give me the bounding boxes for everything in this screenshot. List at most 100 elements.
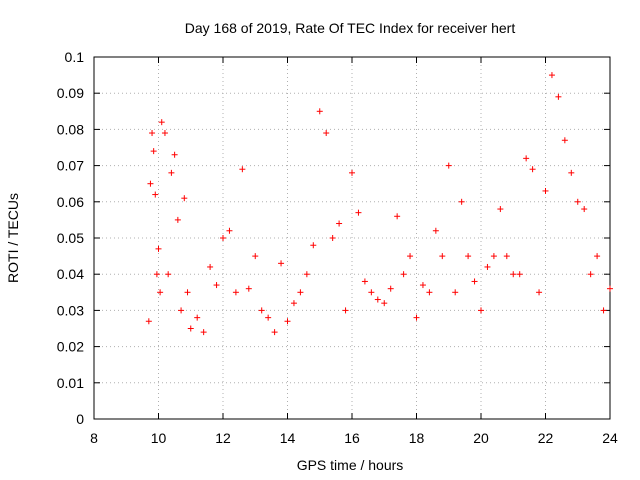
x-tick-label: 24 bbox=[602, 430, 618, 446]
x-tick-label: 8 bbox=[90, 430, 98, 446]
data-point-marker bbox=[407, 253, 414, 260]
data-point-marker bbox=[329, 235, 336, 241]
data-point-marker bbox=[220, 235, 226, 241]
x-tick-label: 16 bbox=[344, 430, 360, 446]
data-point-marker bbox=[400, 271, 407, 278]
data-point-marker bbox=[178, 307, 185, 314]
data-point-marker bbox=[336, 220, 343, 227]
data-point-marker bbox=[258, 307, 265, 314]
data-point-marker bbox=[368, 289, 375, 296]
data-point-marker bbox=[239, 166, 246, 173]
data-point-marker bbox=[290, 300, 297, 307]
data-point-marker bbox=[323, 130, 330, 137]
data-point-marker bbox=[581, 206, 588, 213]
data-point-marker bbox=[413, 314, 420, 321]
x-tick-label: 12 bbox=[215, 430, 231, 446]
data-point-marker bbox=[548, 72, 555, 79]
data-point-marker bbox=[471, 278, 478, 285]
chart-title: Day 168 of 2019, Rate Of TEC Index for r… bbox=[185, 20, 516, 36]
x-tick-label: 14 bbox=[280, 430, 296, 446]
data-point-marker bbox=[484, 263, 491, 270]
data-point-marker bbox=[387, 285, 394, 292]
data-point-marker bbox=[145, 318, 152, 325]
data-point-marker bbox=[607, 285, 613, 292]
data-point-marker bbox=[523, 155, 530, 162]
data-point-marker bbox=[536, 289, 543, 296]
data-point-marker bbox=[155, 245, 162, 252]
y-tick-label: 0 bbox=[76, 411, 84, 427]
data-point-marker bbox=[432, 227, 439, 234]
data-point-marker bbox=[165, 271, 172, 278]
data-point-marker bbox=[157, 289, 164, 296]
data-point-marker bbox=[147, 180, 154, 187]
data-point-marker bbox=[574, 198, 581, 205]
data-point-marker bbox=[297, 289, 304, 296]
data-point-marker bbox=[529, 166, 536, 173]
data-point-marker bbox=[184, 289, 191, 296]
data-point-marker bbox=[232, 289, 239, 296]
data-point-marker bbox=[600, 307, 607, 314]
data-point-marker bbox=[458, 198, 465, 205]
data-point-marker bbox=[158, 119, 165, 126]
data-point-marker bbox=[265, 314, 272, 321]
data-point-marker bbox=[207, 263, 214, 270]
data-point-marker bbox=[361, 278, 368, 285]
y-tick-label: 0.08 bbox=[57, 121, 84, 137]
data-point-marker bbox=[426, 289, 433, 296]
y-tick-label: 0.07 bbox=[57, 158, 84, 174]
data-point-marker bbox=[503, 253, 510, 260]
data-point-marker bbox=[271, 329, 278, 336]
x-axis-label: GPS time / hours bbox=[297, 457, 404, 473]
data-point-marker bbox=[194, 314, 201, 321]
data-point-marker bbox=[542, 187, 549, 194]
data-point-marker bbox=[181, 195, 188, 202]
data-point-marker bbox=[213, 282, 220, 289]
data-point-marker bbox=[226, 227, 233, 234]
data-point-marker bbox=[342, 307, 349, 314]
data-point-marker bbox=[394, 213, 401, 220]
data-point-marker bbox=[561, 137, 568, 144]
data-point-marker bbox=[153, 271, 160, 278]
y-tick-label: 0.02 bbox=[57, 339, 84, 355]
data-point-marker bbox=[419, 282, 426, 289]
y-tick-label: 0.05 bbox=[57, 230, 84, 246]
data-point-marker bbox=[439, 253, 446, 260]
data-point-marker bbox=[303, 271, 310, 278]
data-point-marker bbox=[490, 253, 497, 260]
data-point-marker bbox=[445, 162, 452, 169]
data-point-marker bbox=[150, 148, 157, 155]
data-point-marker bbox=[200, 329, 207, 336]
data-point-marker bbox=[152, 191, 159, 198]
grid-lines bbox=[94, 57, 610, 419]
x-tick-label: 20 bbox=[473, 430, 489, 446]
data-point-marker bbox=[465, 253, 472, 260]
data-point-marker bbox=[555, 93, 562, 100]
data-point-marker bbox=[284, 318, 291, 325]
data-point-marker bbox=[174, 216, 181, 223]
y-tick-label: 0.01 bbox=[57, 375, 84, 391]
data-point-marker bbox=[478, 307, 484, 314]
data-marks bbox=[145, 72, 613, 336]
data-point-marker bbox=[510, 271, 517, 278]
data-point-marker bbox=[374, 296, 381, 303]
y-axis-label: ROTI / TECUs bbox=[5, 193, 21, 283]
data-point-marker bbox=[149, 130, 156, 137]
y-tick-label: 0.1 bbox=[65, 49, 85, 65]
x-tick-label: 22 bbox=[538, 430, 554, 446]
data-point-marker bbox=[245, 285, 252, 292]
data-point-marker bbox=[316, 108, 323, 115]
data-point-marker bbox=[355, 209, 362, 216]
y-tick-label: 0.03 bbox=[57, 302, 84, 318]
x-tick-label: 10 bbox=[151, 430, 167, 446]
y-tick-label: 0.09 bbox=[57, 85, 84, 101]
data-point-marker bbox=[278, 260, 285, 267]
axis-ticks: 8 10 12 14 16 18 20 22 24 0 0.01 0.02 0.03 0.04 0.05 0.… bbox=[57, 49, 618, 446]
data-point-marker bbox=[252, 253, 259, 260]
data-point-marker bbox=[187, 325, 194, 332]
data-point-marker bbox=[161, 130, 168, 137]
data-point-marker bbox=[587, 271, 594, 278]
data-point-marker bbox=[452, 289, 459, 296]
data-point-marker bbox=[171, 151, 178, 158]
data-point-marker bbox=[349, 169, 355, 176]
